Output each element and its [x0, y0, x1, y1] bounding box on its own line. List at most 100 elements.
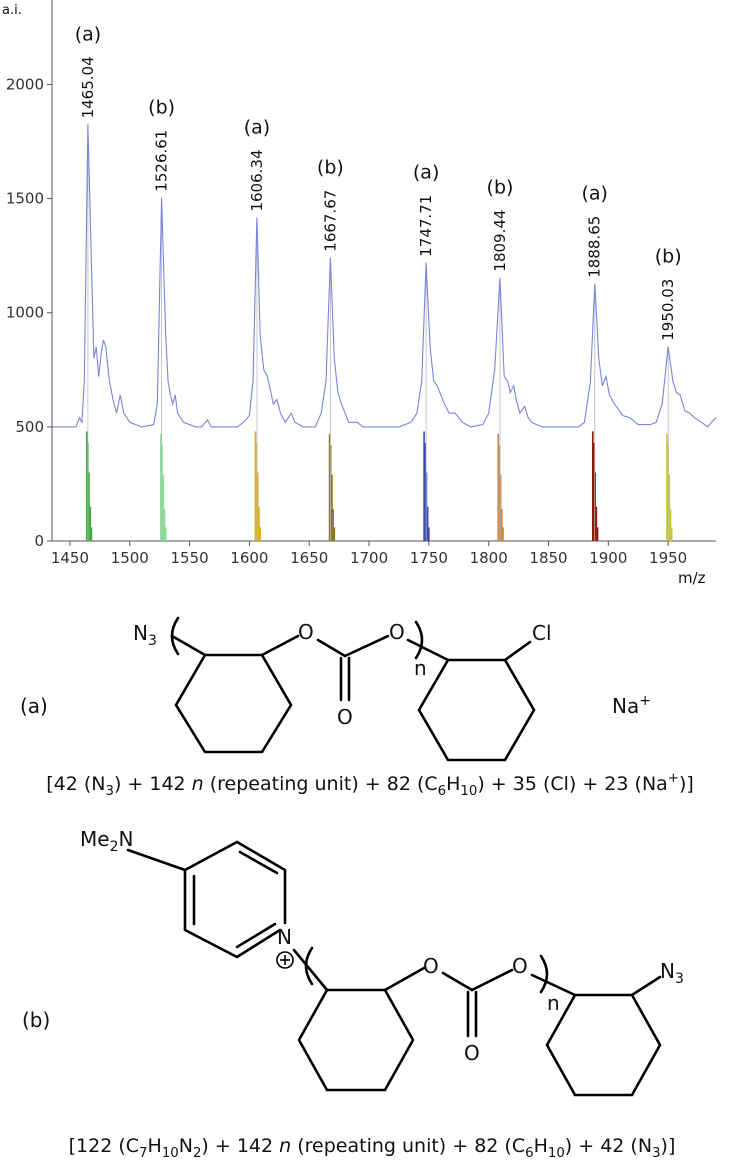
peak-mass-label: 1888.65 — [586, 216, 604, 278]
text-run: 6 — [525, 1146, 533, 1161]
x-tick-label: 1550 — [170, 549, 208, 567]
y-tick-label: 1500 — [6, 190, 44, 208]
x-axis-label: m/z — [678, 569, 706, 587]
mass-formula: [122 (C7H10N2) + 142 n (repeating unit) … — [69, 1135, 676, 1161]
peak-series-label: (b) — [655, 246, 682, 268]
spectrum-trace — [52, 124, 717, 428]
peak-mass-label: 1950.03 — [659, 279, 677, 341]
structure-b: (b) Me2N N O O O n N3 [122 (C7H10N2) + 1… — [22, 827, 684, 1161]
text-run: H — [446, 773, 460, 795]
peak-mass-label: 1747.71 — [417, 195, 435, 257]
structure-label: (a) — [20, 694, 48, 718]
atom-label: N3 — [133, 621, 157, 649]
atom-label: N3 — [660, 959, 684, 987]
atom-label: O — [298, 620, 314, 644]
text-run: 10 — [548, 1146, 565, 1161]
peak-series-label: (a) — [75, 23, 101, 45]
x-tick-label: 1600 — [230, 549, 268, 567]
atom-label: Me2N — [80, 827, 133, 855]
atom-label: N — [277, 925, 292, 949]
peak-series-label: (a) — [413, 162, 439, 184]
bond — [383, 966, 426, 992]
peak-series-label: (a) — [244, 117, 270, 139]
peak-series-label: (b) — [317, 157, 344, 179]
text-run: n — [279, 1135, 291, 1157]
repeat-index: n — [547, 991, 560, 1015]
peak-series-label: (a) — [582, 183, 608, 205]
atom-label: O — [512, 954, 528, 978]
atom-label: Cl — [532, 621, 552, 645]
text-run: )] — [679, 773, 694, 795]
text-run: 3 — [675, 971, 684, 987]
text-run: + — [639, 693, 651, 709]
bracket — [539, 954, 549, 994]
mass-formula: [42 (N3) + 142 n (repeating unit) + 82 (… — [46, 771, 694, 799]
text-run: N — [133, 621, 148, 645]
ring — [183, 840, 287, 959]
x-tick-label: 1800 — [470, 549, 508, 567]
text-run: 10 — [460, 784, 477, 799]
text-run: 2 — [193, 1146, 201, 1161]
text-run: N — [118, 827, 133, 851]
text-run: H — [534, 1135, 548, 1157]
structure-label: (b) — [22, 1008, 50, 1032]
ring — [545, 993, 662, 1097]
peak-mass-label: 1465.04 — [79, 56, 97, 118]
ring — [297, 988, 415, 1092]
text-run: 10 — [162, 1146, 179, 1161]
charge — [276, 951, 294, 969]
bond — [316, 638, 347, 658]
bond — [126, 848, 187, 872]
structure-a: (a) N3 O O O n Cl Na+ [42 (N3) + 142 n (… — [20, 616, 694, 799]
atom-label: O — [337, 705, 353, 729]
peak-series-label: (b) — [148, 97, 175, 119]
atom-label: O — [423, 954, 439, 978]
x-tick-label: 1850 — [529, 549, 567, 567]
text-run: (repeating unit) + 82 (C — [291, 1135, 525, 1157]
y-axis-label: a.i. — [2, 3, 22, 18]
y-tick-label: 500 — [15, 418, 44, 436]
x-tick-label: 1650 — [290, 549, 328, 567]
peak-mass-label: 1606.34 — [248, 150, 266, 212]
y-tick-label: 2000 — [6, 75, 44, 93]
peak-mass-label: 1526.61 — [153, 130, 171, 192]
bond — [530, 973, 577, 997]
bond — [343, 634, 390, 658]
x-tick-label: 1500 — [111, 549, 149, 567]
text-run: 7 — [139, 1146, 147, 1161]
bond — [292, 948, 329, 992]
atom-label: O — [389, 620, 405, 644]
peak-mass-label: 1809.44 — [491, 210, 509, 272]
peak-mass-label: 1667.67 — [321, 190, 339, 252]
text-run: N — [660, 959, 675, 983]
text-run: 3 — [105, 784, 113, 799]
text-run: [42 (N — [46, 773, 105, 795]
peak-series-label: (b) — [487, 177, 514, 199]
bond — [470, 968, 514, 992]
text-run: Na — [612, 694, 639, 718]
bond — [406, 638, 450, 662]
atom-label: O — [464, 1041, 480, 1065]
text-run: n — [192, 773, 204, 795]
text-run: 3 — [148, 633, 157, 649]
bond — [441, 971, 474, 992]
bond — [238, 850, 279, 875]
text-run: Me — [80, 827, 110, 851]
text-run: [122 (C — [69, 1135, 139, 1157]
mass-spectrum: a.i. m/z 0 500 1000 1500 2000 1450 1500 1550 160… — [2, 0, 717, 587]
x-tick-label: 1700 — [350, 549, 388, 567]
repeat-index: n — [414, 656, 427, 680]
x-tick-label: 1750 — [410, 549, 448, 567]
bracket — [414, 620, 424, 660]
text-run: (repeating unit) + 82 (C — [204, 773, 438, 795]
x-tick-label: 1900 — [589, 549, 627, 567]
bond — [503, 640, 532, 662]
x-tick-label: 1450 — [51, 549, 89, 567]
text-run: 6 — [438, 784, 446, 799]
ring — [174, 653, 293, 754]
bond — [170, 634, 207, 657]
bond — [235, 922, 277, 949]
text-run: H — [148, 1135, 162, 1157]
y-tick-label: 0 — [34, 532, 44, 550]
